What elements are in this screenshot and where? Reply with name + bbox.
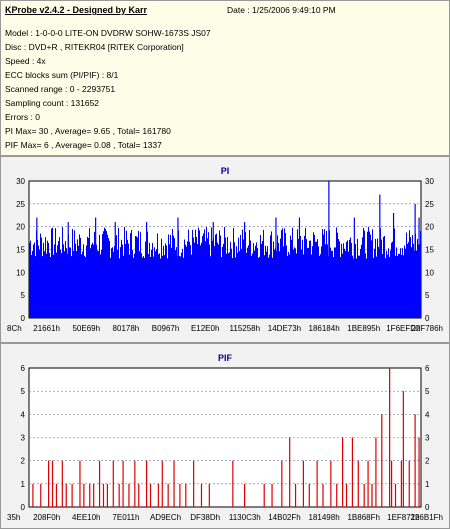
x-tick-label: DF38Dh (190, 513, 220, 522)
app-title: KProbe v2.4.2 - Designed by Karr (5, 5, 148, 15)
y-tick-label: 2 (425, 457, 430, 466)
y-tick-label: 6 (21, 364, 26, 373)
x-tick-label: 8Ch (7, 324, 22, 333)
y-tick-label: 0 (21, 314, 26, 323)
y-tick-label: 4 (21, 410, 26, 419)
pif-chart-panel: PIF 0 0 1 1 2 2 3 3 4 4 5 5 6 6 35h 208F0h 4EE10h 7E011h AD… (0, 343, 450, 529)
y-tick-label: 30 (425, 177, 434, 186)
y-tick-label: 20 (16, 223, 25, 232)
scan-date: Date : 1/25/2006 9:49:10 PM (227, 5, 336, 15)
y-tick-label: 4 (425, 410, 430, 419)
x-tick-label: 80178h (113, 324, 140, 333)
info-line: PI Max= 30 , Average= 9.65 , Total= 1617… (5, 126, 171, 136)
y-tick-label: 0 (425, 314, 430, 323)
x-tick-label: 1F6EFDh (386, 324, 420, 333)
y-tick-label: 5 (425, 291, 430, 300)
x-tick-label: 22F786h (411, 324, 443, 333)
info-line: Model : 1-0-0-0 LITE-ON DVDRW SOHW-1673S… (5, 28, 211, 38)
x-tick-label: 14DE73h (268, 324, 301, 333)
x-tick-label: 1B868Fh (347, 513, 379, 522)
x-tick-label: B0967h (152, 324, 180, 333)
y-tick-label: 30 (16, 177, 25, 186)
x-tick-label: 115258h (230, 324, 261, 333)
x-tick-label: 181498h (309, 513, 340, 522)
info-line: ECC blocks sum (PI/PIF) : 8/1 (5, 70, 119, 80)
x-tick-label: 50E69h (72, 324, 100, 333)
info-line: Sampling count : 131652 (5, 98, 100, 108)
y-tick-label: 0 (425, 503, 430, 512)
y-tick-label: 1 (425, 480, 430, 489)
x-tick-label: 186184h (309, 324, 340, 333)
y-tick-label: 5 (425, 387, 430, 396)
y-tick-label: 5 (21, 291, 26, 300)
info-line: PIF Max= 6 , Average= 0.08 , Total= 1337 (5, 140, 162, 150)
y-tick-label: 10 (425, 268, 434, 277)
x-tick-label: 35h (7, 513, 20, 522)
info-line: Disc : DVD+R , RITEKR04 [RiTEK Corporati… (5, 42, 184, 52)
x-tick-label: 4EE10h (72, 513, 100, 522)
x-tick-label: 7E011h (112, 513, 139, 522)
y-tick-label: 3 (425, 434, 430, 443)
y-tick-label: 25 (425, 200, 434, 209)
y-tick-label: 15 (425, 246, 434, 255)
y-tick-label: 1 (21, 480, 26, 489)
y-tick-label: 20 (425, 223, 434, 232)
pi-bars (29, 226, 421, 318)
y-tick-label: 2 (21, 457, 26, 466)
x-tick-label: 226B1Fh (411, 513, 443, 522)
pi-chart: PI 0 0 5 5 10 10 15 15 20 20 25 25 30 30 8Ch 21661h 50E69… (7, 166, 443, 333)
info-line: Speed : 4x (5, 56, 46, 66)
pif-chart: PIF 0 0 1 1 2 2 3 3 4 4 5 5 6 6 35h 208F0h 4EE10h 7E011h AD… (7, 353, 443, 522)
chart-title: PIF (218, 353, 233, 363)
chart-title: PI (221, 166, 230, 176)
x-tick-label: AD9ECh (150, 513, 181, 522)
y-tick-label: 25 (16, 200, 25, 209)
info-line: Scanned range : 0 - 2293751 (5, 84, 116, 94)
x-tick-label: 1130C3h (229, 513, 261, 522)
info-panel: KProbe v2.4.2 - Designed by Karr Date : … (0, 0, 450, 156)
y-tick-label: 15 (16, 246, 25, 255)
y-tick-label: 10 (16, 268, 25, 277)
y-tick-label: 6 (425, 364, 430, 373)
x-tick-label: 1EF871h (387, 513, 419, 522)
y-tick-label: 5 (21, 387, 26, 396)
x-tick-label: E12E0h (191, 324, 219, 333)
x-tick-label: 21661h (33, 324, 60, 333)
x-tick-label: 208F0h (33, 513, 60, 522)
pi-chart-panel: PI 0 0 5 5 10 10 15 15 20 20 25 25 30 30 8Ch 21661h 50E69… (0, 156, 450, 343)
x-tick-label: 1BE895h (347, 324, 380, 333)
y-tick-label: 0 (21, 503, 26, 512)
info-line: Errors : 0 (5, 112, 40, 122)
y-tick-label: 3 (21, 434, 26, 443)
x-tick-label: 14B02Fh (268, 513, 300, 522)
